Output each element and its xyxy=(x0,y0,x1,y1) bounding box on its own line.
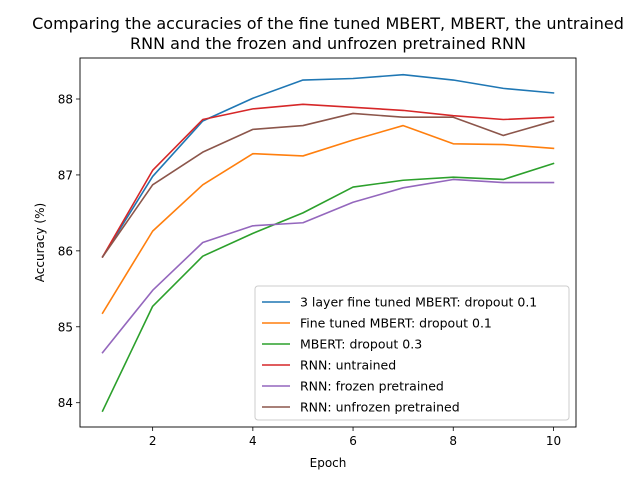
x-axis-ticks: 2 4 6 8 10 xyxy=(149,427,561,448)
series-line-3 xyxy=(101,162,555,413)
legend-label-1: 3 layer fine tuned MBERT: dropout 0.1 xyxy=(300,295,537,310)
y-tick-label: 84 xyxy=(58,396,73,410)
series-line-5 xyxy=(101,178,555,354)
x-tick-label: 2 xyxy=(149,434,157,448)
legend-label-4: RNN: untrained xyxy=(300,358,396,373)
legend-label-3: MBERT: dropout 0.3 xyxy=(300,337,422,352)
legend-box xyxy=(254,285,570,421)
series-line-2 xyxy=(101,124,555,315)
y-axis-label: Accuracy (%) xyxy=(33,203,47,282)
legend-label-6: RNN: unfrozen pretrained xyxy=(300,400,460,415)
series-layer xyxy=(101,73,555,413)
series-line-6 xyxy=(101,112,555,259)
y-tick-label: 88 xyxy=(58,93,73,107)
legend: 3 layer fine tuned MBERT: dropout 0.1 Fin… xyxy=(254,285,570,421)
x-tick-label: 4 xyxy=(249,434,257,448)
legend-label-5: RNN: frozen pretrained xyxy=(300,379,444,394)
y-tick-label: 86 xyxy=(58,244,73,258)
series-line-4 xyxy=(101,103,555,259)
plot-frame xyxy=(79,57,577,428)
y-tick-label: 87 xyxy=(58,168,73,182)
x-axis-label: Epoch xyxy=(310,456,347,470)
y-tick-label: 85 xyxy=(58,320,73,334)
y-axis-ticks: 84 85 86 87 88 xyxy=(58,93,80,410)
x-tick-label: 6 xyxy=(349,434,357,448)
chart-title-line-1: Comparing the accuracies of the fine tun… xyxy=(32,14,624,33)
legend-label-2: Fine tuned MBERT: dropout 0.1 xyxy=(300,316,492,331)
chart-title-line-2: RNN and the frozen and unfrozen pretrain… xyxy=(130,34,526,53)
legend-items: 3 layer fine tuned MBERT: dropout 0.1 Fin… xyxy=(262,295,537,415)
series-line-1 xyxy=(101,73,555,259)
x-tick-label: 8 xyxy=(449,434,457,448)
x-tick-label: 10 xyxy=(546,434,561,448)
